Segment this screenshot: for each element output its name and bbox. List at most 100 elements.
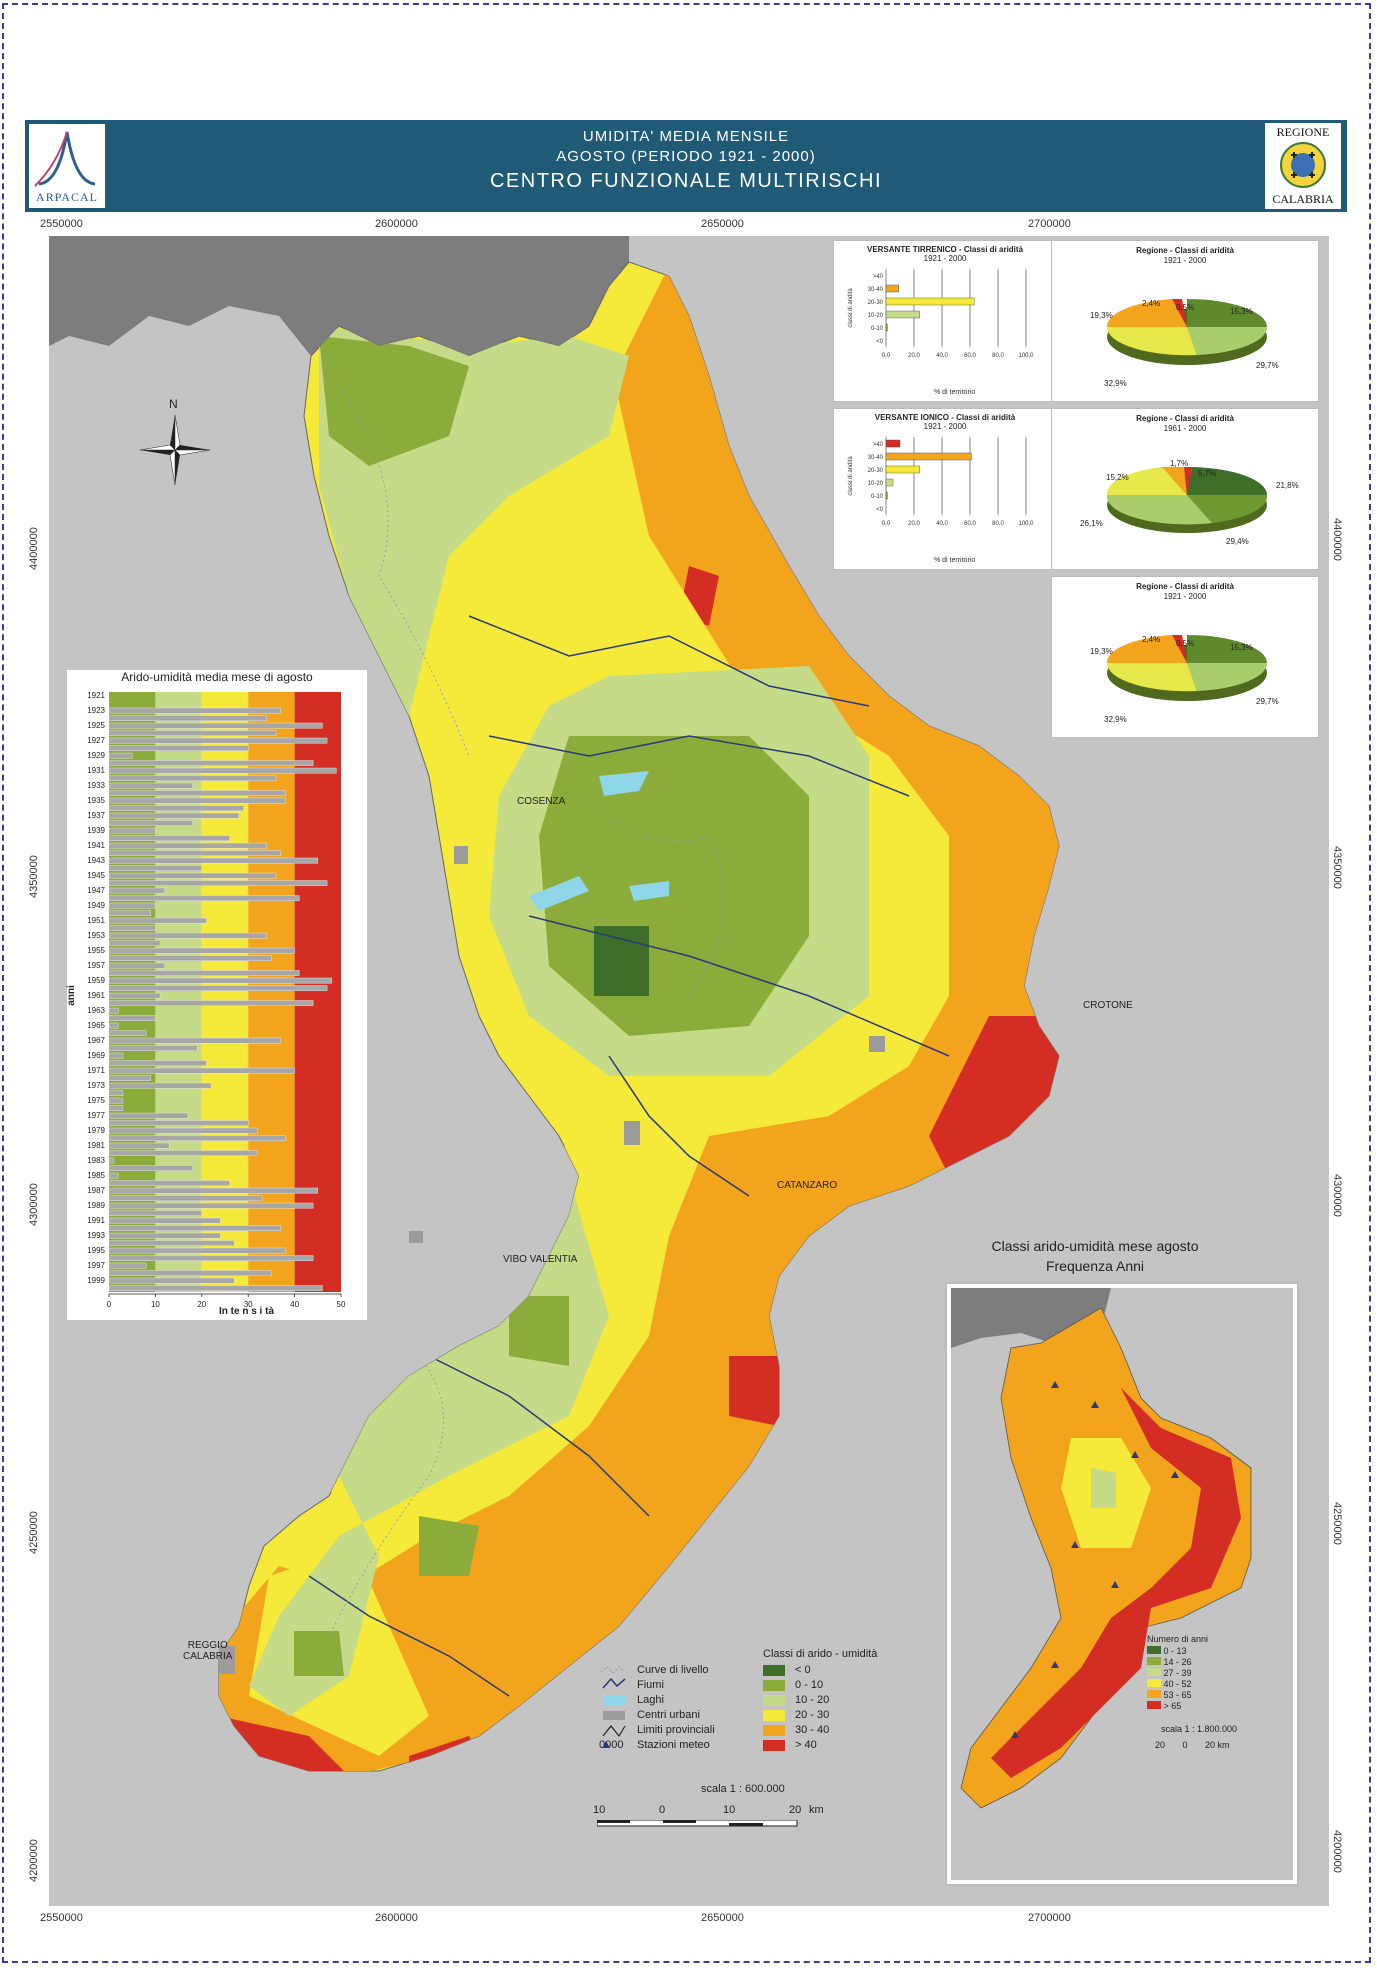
annual-bar-1954 <box>108 940 161 947</box>
annual-bar-1967 <box>108 1037 281 1044</box>
coord-right-5: 4200000 <box>1331 1830 1343 1873</box>
annual-bar-1952 <box>108 925 156 932</box>
inset-title-2: Frequenza Anni <box>1045 1258 1145 1274</box>
annual-year-label-1981: 1981 <box>87 1141 105 1150</box>
tirrenico-bars-ylabel: classi di aridità <box>848 288 854 328</box>
arpacal-logo: ARPACAL <box>29 124 105 208</box>
annual-year-label-1975: 1975 <box>87 1096 105 1105</box>
annual-year-label-1995: 1995 <box>87 1246 105 1255</box>
pie-3-label-5: 32,9% <box>1104 715 1127 724</box>
annual-bar-1936 <box>108 805 244 812</box>
ionico-chart-panel: VERSANTE IONICO - Classi di aridità 1921… <box>833 408 1057 570</box>
annual-bar-1971 <box>108 1067 295 1074</box>
legend-class-swatch-6 <box>763 1740 785 1751</box>
tirrenico-bars-xtick-0: 0,0 <box>882 353 891 359</box>
annual-bar-1982 <box>108 1150 258 1157</box>
annual-bar-1943 <box>108 857 319 864</box>
annual-xtick-20: 20 <box>197 1300 206 1309</box>
tirrenico-bars-cat-5: <0 <box>876 339 884 345</box>
annual-year-label-1925: 1925 <box>87 721 105 730</box>
scale-tick-1: 10 <box>593 1804 606 1816</box>
pie-3-graphic <box>1106 634 1268 701</box>
annual-bar-1962 <box>108 1000 314 1007</box>
inset-legend-list: 0 - 13 14 - 26 27 - 39 40 - 52 53 - 65 >… <box>1147 1646 1192 1712</box>
ionico-bars-cat-1: 30-40 <box>868 455 884 461</box>
annual-bar-1996 <box>108 1255 314 1262</box>
coord-top-1: 2550000 <box>40 218 83 230</box>
pie-1-graphic <box>1106 298 1268 365</box>
legend-class-swatch-1 <box>763 1665 785 1676</box>
annual-year-label-1959: 1959 <box>87 976 105 985</box>
tirrenico-period: 1921 - 2000 <box>923 254 967 263</box>
ionico-xlabel: % di territorio <box>934 557 976 564</box>
pie-2-label-3: 21,8% <box>1276 481 1299 490</box>
annual-year-label-1963: 1963 <box>87 1006 105 1015</box>
annual-year-label-1947: 1947 <box>87 886 105 895</box>
annual-bar-1981 <box>108 1142 170 1149</box>
annual-bar-1987 <box>108 1187 319 1194</box>
coord-right-1: 4400000 <box>1331 518 1343 561</box>
annual-year-label-1941: 1941 <box>87 841 105 850</box>
annual-bar-1978 <box>108 1120 249 1127</box>
ionico-bars-xtick-4: 80,0 <box>992 521 1004 527</box>
annual-year-label-1961: 1961 <box>87 991 105 1000</box>
coord-top-2: 2600000 <box>375 218 418 230</box>
pie-3-label-6: 19,3% <box>1090 647 1113 656</box>
annual-year-label-1937: 1937 <box>87 811 105 820</box>
annual-bar-1973 <box>108 1082 212 1089</box>
annual-bar-1931 <box>108 767 337 774</box>
coord-bottom-1: 2550000 <box>40 1912 83 1924</box>
pie-3-label-2: 0,5% <box>1176 639 1195 648</box>
annual-xtick-0: 0 <box>107 1300 112 1309</box>
annual-bar-1938 <box>108 820 193 827</box>
annual-bar-1951 <box>108 917 207 924</box>
annual-bar-1961 <box>108 992 161 999</box>
pie-panel-3: Regione - Classi di aridità 1921 - 2000 … <box>1051 576 1319 738</box>
inset-title-1: Classi arido-umidità mese agosto <box>991 1238 1199 1254</box>
annual-year-label-1983: 1983 <box>87 1156 105 1165</box>
annual-bar-1927 <box>108 737 328 744</box>
annual-bar-1945 <box>108 872 277 879</box>
pie-3-label-3: 15,3% <box>1230 643 1253 652</box>
scale-bar-graphic <box>597 1820 798 1827</box>
annual-band-1 <box>155 692 202 1292</box>
annual-bar-1998 <box>108 1270 272 1277</box>
scale-tick-unit: km <box>809 1804 824 1816</box>
tirrenico-bars-cat-4: 0-10 <box>871 326 884 332</box>
legend-class-label-4: 20 - 30 <box>795 1709 830 1721</box>
coord-right-2: 4350000 <box>1331 846 1343 889</box>
annual-bar-1990 <box>108 1210 203 1217</box>
place-catanzaro: CATANZARO <box>777 1180 838 1191</box>
scale-label: scala 1 : 600.000 <box>701 1783 785 1795</box>
tirrenico-bars-bar-4 <box>885 323 888 332</box>
pie-2-title: Regione - Classi di aridità <box>1136 414 1234 423</box>
coord-left-1: 4400000 <box>28 527 40 570</box>
ionico-title: VERSANTE IONICO - Classi di aridità <box>874 413 1016 422</box>
inset-legend-title: Numero di anni <box>1147 1634 1209 1644</box>
ionico-bars-cat-2: 20-30 <box>868 468 884 474</box>
legend-class-swatch-5 <box>763 1725 785 1736</box>
annual-bar-1969 <box>108 1052 124 1059</box>
annual-chart-panel: Arido-umidità media mese di agosto 1921 1… <box>66 670 367 1320</box>
annual-bar-1926 <box>108 730 277 737</box>
annual-bar-1955 <box>108 947 295 954</box>
ionico-bars-cat-4: 0-10 <box>871 494 884 500</box>
ionico-bars: 0,0 20,0 40,0 60,0 80,0 100,0 >40 30-40 20-30 10-… <box>848 437 1034 527</box>
annual-year-label-1999: 1999 <box>87 1276 105 1285</box>
annual-xtick-40: 40 <box>290 1300 299 1309</box>
annual-bar-1985 <box>108 1172 119 1179</box>
coat-of-arms-icon <box>1280 142 1326 188</box>
legend-class-swatch-4 <box>763 1710 785 1721</box>
annual-band-4 <box>294 692 341 1292</box>
annual-year-label-1921: 1921 <box>87 691 105 700</box>
tirrenico-bars-cat-2: 20-30 <box>868 300 884 306</box>
annual-bar-1972 <box>108 1075 151 1082</box>
ionico-bars-cat-0: >40 <box>873 442 884 448</box>
ionico-bars-ylabel: classi di aridità <box>848 456 854 496</box>
coord-left-2: 4350000 <box>28 855 40 898</box>
annual-bar-1993 <box>108 1232 221 1239</box>
annual-bar-1989 <box>108 1202 314 1209</box>
annual-bar-1950 <box>108 910 151 917</box>
annual-year-label-1967: 1967 <box>87 1036 105 1045</box>
place-vibo-valentia: VIBO VALENTIA <box>503 1254 578 1265</box>
